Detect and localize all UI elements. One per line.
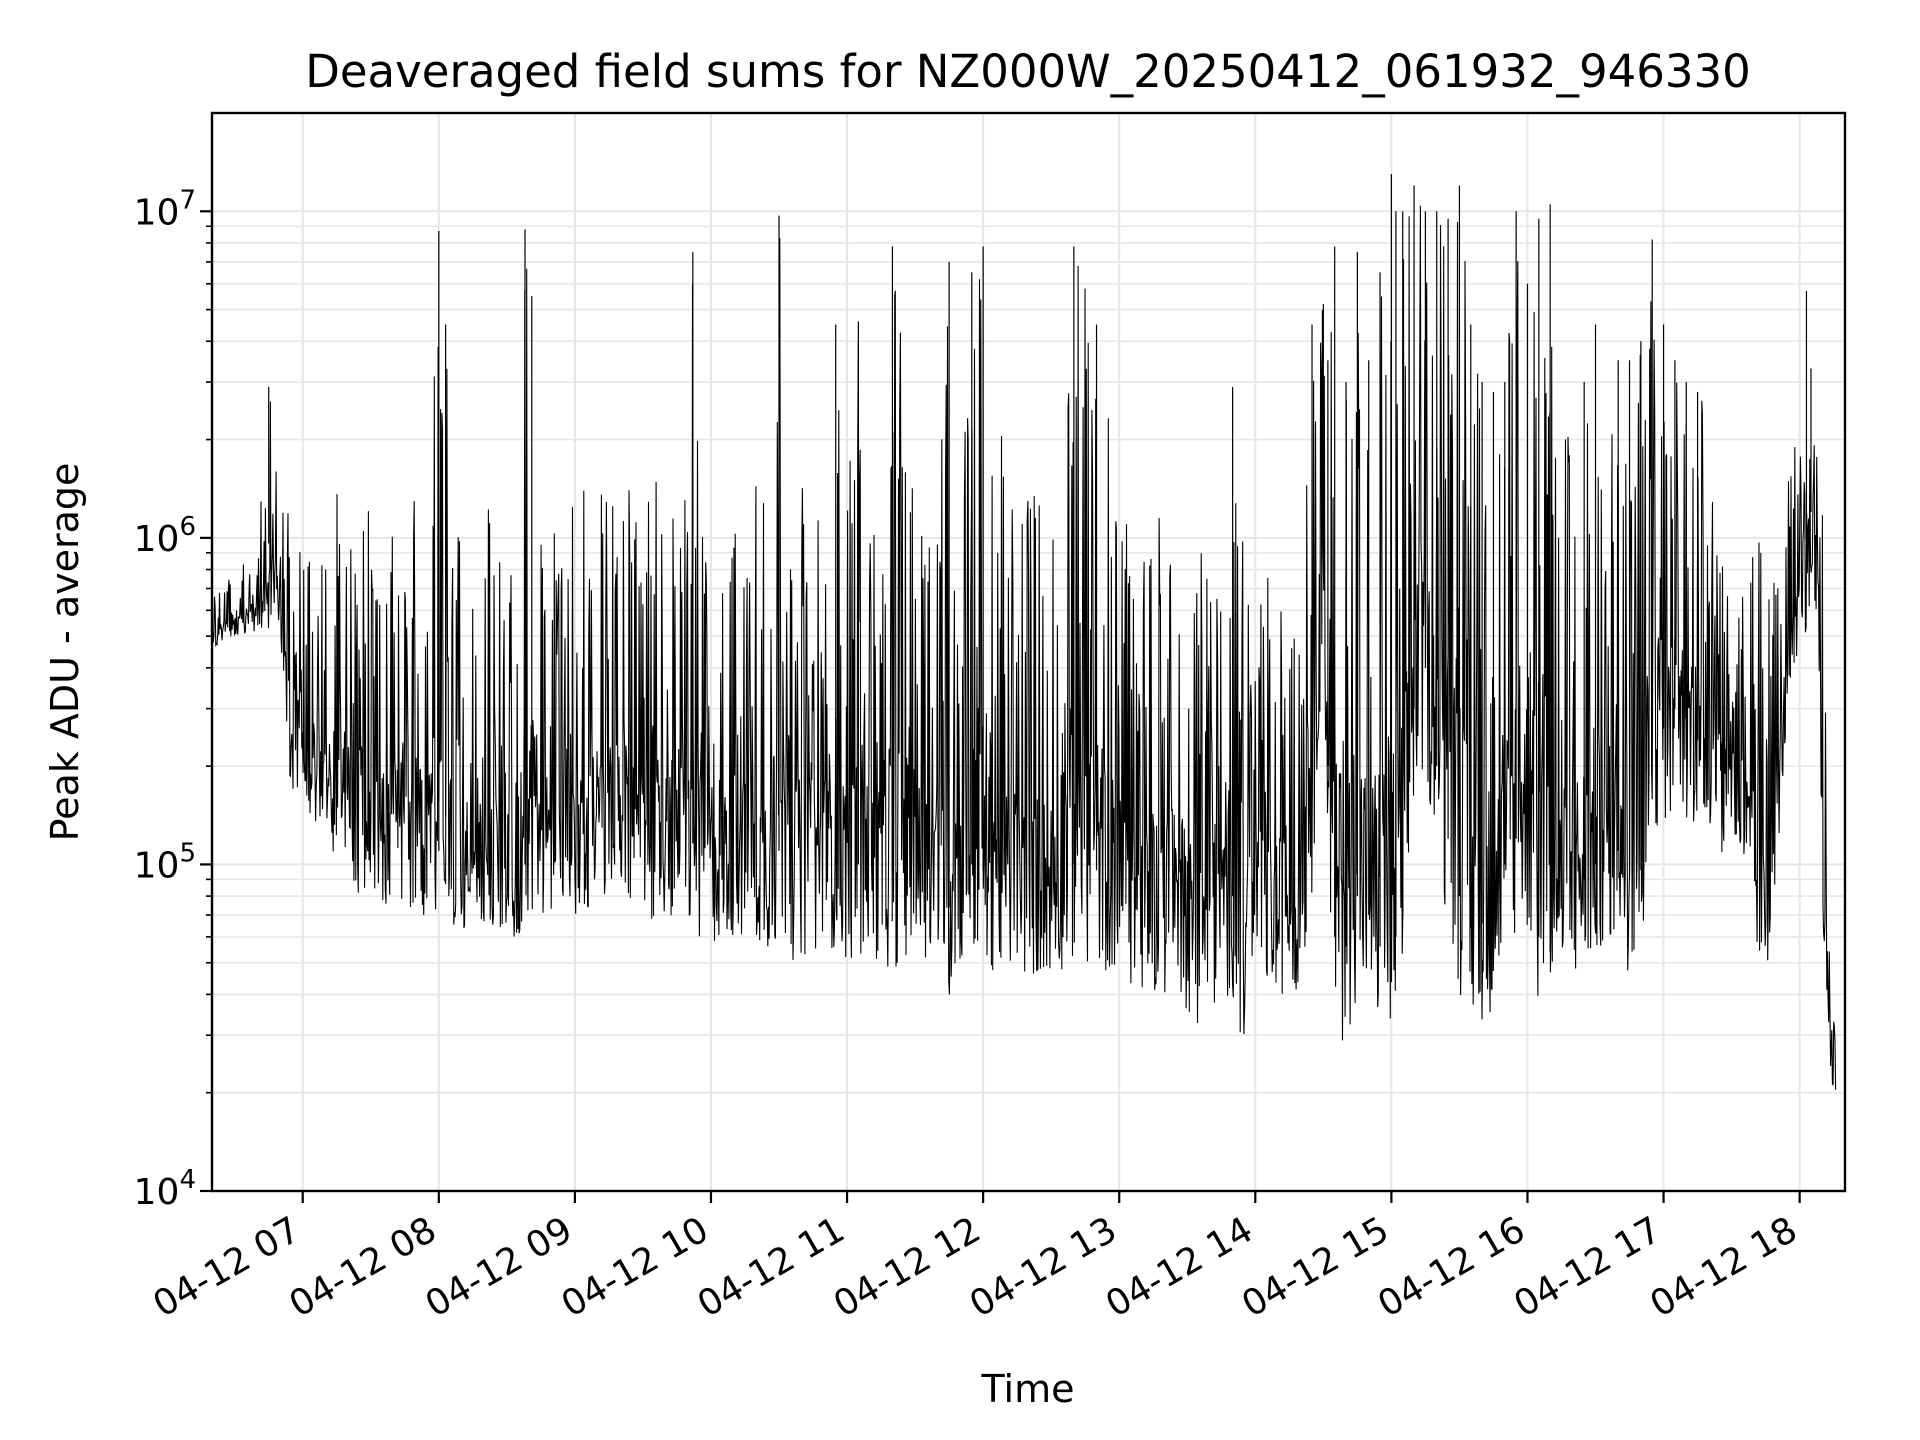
data-line (211, 205, 1837, 1090)
y-tick-label: 104 (134, 1165, 196, 1213)
chart-title: Deaveraged field sums for NZ000W_2025041… (305, 45, 1751, 98)
x-axis-title: Time (981, 1367, 1075, 1411)
data-line-group (211, 174, 1837, 1090)
y-axis: 104 105 106 107 (134, 185, 212, 1213)
y-tick-label: 107 (134, 185, 196, 233)
plot-frame (210, 111, 1847, 1193)
y-tick-label: 106 (134, 512, 196, 560)
y-axis-title: Peak ADU - average (43, 463, 87, 842)
y-tick-label: 105 (134, 838, 196, 886)
